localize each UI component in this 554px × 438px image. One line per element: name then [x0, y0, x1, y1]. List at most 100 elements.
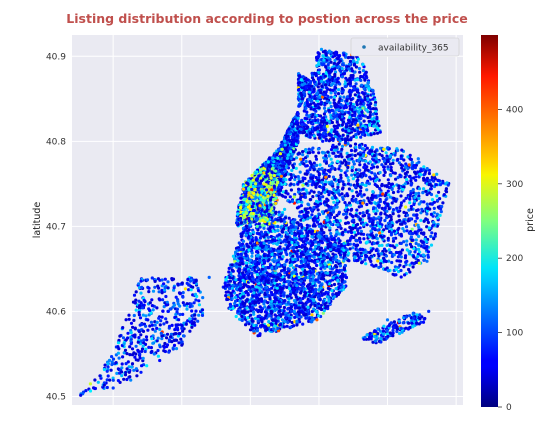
scatter-point — [338, 264, 342, 268]
scatter-point — [300, 234, 304, 238]
scatter-point — [347, 187, 351, 191]
scatter-point — [385, 243, 389, 247]
scatter-point — [264, 256, 268, 260]
scatter-point — [317, 280, 321, 284]
scatter-point — [255, 250, 259, 254]
scatter-point — [276, 316, 280, 320]
scatter-point — [334, 218, 338, 222]
scatter-point — [274, 201, 278, 205]
scatter-point — [253, 262, 257, 266]
scatter-point — [299, 279, 303, 283]
scatter-point — [311, 281, 315, 286]
scatter-point — [376, 228, 380, 232]
scatter-point — [308, 247, 312, 251]
scatter-point — [270, 299, 274, 303]
scatter-point — [372, 177, 376, 181]
scatter-point — [257, 293, 261, 297]
scatter-point — [297, 74, 301, 78]
scatter-point — [325, 197, 329, 201]
scatter-point — [314, 240, 318, 244]
scatter-point — [262, 259, 267, 263]
scatter-point — [254, 323, 258, 327]
scatter-point — [318, 163, 322, 167]
scatter-point — [242, 245, 246, 249]
scatter-point — [246, 316, 250, 320]
scatter-point — [302, 226, 306, 230]
scatter-point — [318, 184, 322, 189]
scatter-point — [344, 221, 348, 225]
scatter-point — [274, 210, 278, 214]
scatter-point — [391, 161, 395, 165]
scatter-point — [358, 226, 362, 230]
scatter-point — [252, 260, 256, 264]
scatter-point — [404, 263, 408, 267]
scatter-point — [249, 271, 253, 275]
scatter-point — [334, 145, 338, 149]
scatter-point — [336, 278, 340, 282]
scatter-point — [337, 270, 341, 274]
scatter-point — [261, 223, 265, 227]
scatter-point — [404, 243, 409, 247]
scatter-point — [263, 316, 267, 320]
scatter-point — [313, 295, 317, 299]
scatter-point — [331, 257, 335, 261]
scatter-point — [256, 193, 260, 197]
scatter-point — [252, 323, 256, 328]
scatter-point — [398, 205, 402, 210]
scatter-point — [408, 270, 412, 274]
scatter-point — [273, 313, 277, 317]
scatter-point — [275, 307, 279, 311]
scatter-point — [350, 165, 354, 169]
scatter-point — [285, 258, 289, 262]
scatter-point — [289, 182, 293, 186]
scatter-point — [430, 231, 434, 235]
scatter-point — [301, 218, 306, 222]
scatter-point — [314, 175, 318, 180]
scatter-point — [247, 219, 251, 223]
scatter-point — [402, 168, 406, 172]
scatter-point — [258, 255, 262, 259]
scatter-point — [374, 248, 378, 253]
scatter-point — [274, 321, 278, 326]
scatter-point — [304, 85, 308, 89]
scatter-point — [267, 320, 271, 324]
scatter-point — [301, 150, 305, 154]
scatter-point — [293, 236, 297, 240]
scatter-point — [309, 244, 313, 248]
scatter-point — [290, 152, 294, 156]
scatter-point — [263, 299, 267, 303]
scatter-point — [390, 220, 394, 225]
scatter-point — [378, 152, 382, 156]
scatter-point — [335, 276, 339, 280]
scatter-point — [313, 218, 318, 222]
scatter-point — [289, 284, 293, 288]
scatter-point — [334, 287, 338, 291]
scatter-point — [254, 285, 258, 289]
scatter-point — [374, 217, 378, 221]
scatter-point — [270, 304, 274, 308]
scatter-point — [308, 257, 312, 261]
scatter-point — [277, 165, 281, 170]
scatter-point — [307, 312, 311, 316]
scatter-point — [239, 221, 244, 225]
scatter-point — [257, 238, 261, 242]
scatter-point — [375, 237, 379, 241]
scatter-point — [325, 255, 329, 260]
scatter-point — [365, 146, 369, 150]
scatter-point — [298, 170, 302, 174]
scatter-point — [304, 255, 308, 259]
scatter-point — [342, 182, 346, 187]
scatter-point — [312, 269, 316, 274]
scatter-point — [251, 284, 255, 289]
scatter-point — [348, 144, 353, 148]
scatter-point — [326, 292, 330, 296]
scatter-point — [311, 267, 316, 271]
scatter-point — [293, 218, 297, 222]
scatter-point — [293, 233, 298, 237]
scatter-point — [340, 155, 344, 159]
scatter-point — [296, 241, 300, 245]
scatter-point — [334, 258, 338, 262]
scatter-point — [359, 232, 363, 236]
scatter-point — [292, 157, 296, 161]
scatter-point — [302, 240, 306, 244]
